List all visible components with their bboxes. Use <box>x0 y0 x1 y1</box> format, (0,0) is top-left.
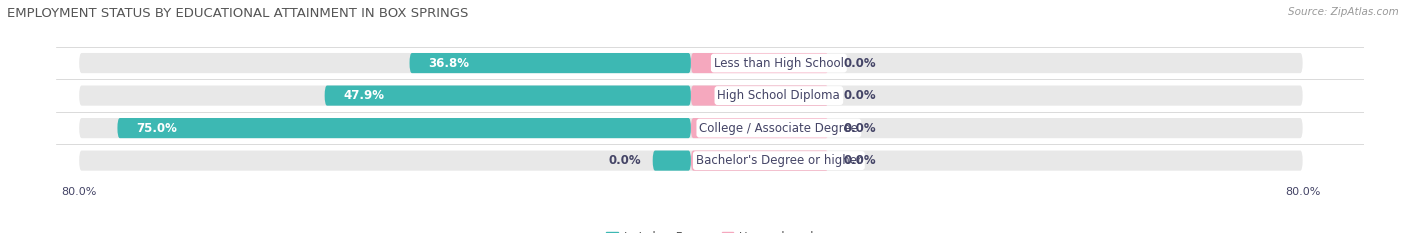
Text: 75.0%: 75.0% <box>136 122 177 135</box>
FancyBboxPatch shape <box>690 151 828 171</box>
Text: 0.0%: 0.0% <box>844 57 876 70</box>
FancyBboxPatch shape <box>118 118 690 138</box>
Text: Less than High School: Less than High School <box>714 57 844 70</box>
FancyBboxPatch shape <box>690 86 828 106</box>
FancyBboxPatch shape <box>79 53 1302 73</box>
Text: Source: ZipAtlas.com: Source: ZipAtlas.com <box>1288 7 1399 17</box>
Text: 0.0%: 0.0% <box>609 154 641 167</box>
Text: High School Diploma: High School Diploma <box>717 89 841 102</box>
FancyBboxPatch shape <box>79 86 1302 106</box>
FancyBboxPatch shape <box>690 53 828 73</box>
Text: 0.0%: 0.0% <box>844 122 876 135</box>
FancyBboxPatch shape <box>652 151 690 171</box>
Text: 0.0%: 0.0% <box>844 89 876 102</box>
FancyBboxPatch shape <box>690 118 828 138</box>
Text: 47.9%: 47.9% <box>343 89 385 102</box>
Text: EMPLOYMENT STATUS BY EDUCATIONAL ATTAINMENT IN BOX SPRINGS: EMPLOYMENT STATUS BY EDUCATIONAL ATTAINM… <box>7 7 468 20</box>
Text: College / Associate Degree: College / Associate Degree <box>699 122 858 135</box>
FancyBboxPatch shape <box>79 151 1302 171</box>
FancyBboxPatch shape <box>409 53 690 73</box>
Text: Bachelor's Degree or higher: Bachelor's Degree or higher <box>696 154 862 167</box>
Legend: In Labor Force, Unemployed: In Labor Force, Unemployed <box>602 226 818 233</box>
FancyBboxPatch shape <box>79 118 1302 138</box>
Text: 0.0%: 0.0% <box>844 154 876 167</box>
FancyBboxPatch shape <box>325 86 690 106</box>
Text: 36.8%: 36.8% <box>429 57 470 70</box>
